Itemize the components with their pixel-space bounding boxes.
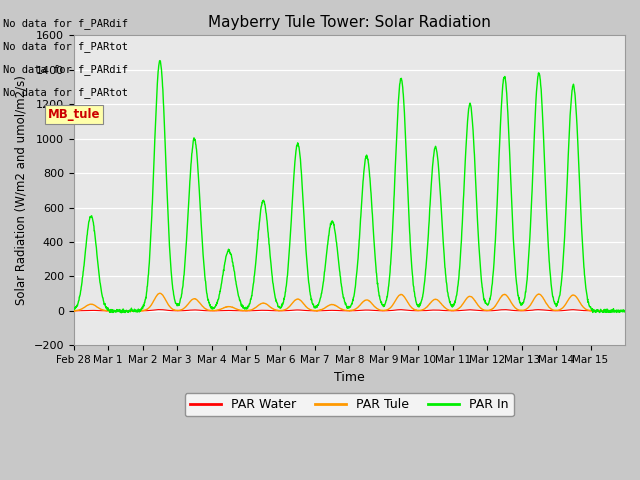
Legend: PAR Water, PAR Tule, PAR In: PAR Water, PAR Tule, PAR In: [185, 394, 514, 417]
Text: No data for f_PARdif: No data for f_PARdif: [3, 64, 128, 75]
X-axis label: Time: Time: [334, 371, 365, 384]
Text: No data for f_PARtot: No data for f_PARtot: [3, 87, 128, 98]
Text: No data for f_PARtot: No data for f_PARtot: [3, 41, 128, 52]
Text: MB_tule: MB_tule: [48, 108, 100, 120]
Title: Mayberry Tule Tower: Solar Radiation: Mayberry Tule Tower: Solar Radiation: [208, 15, 491, 30]
Text: No data for f_PARdif: No data for f_PARdif: [3, 18, 128, 29]
Y-axis label: Solar Radiation (W/m2 and umol/m2/s): Solar Radiation (W/m2 and umol/m2/s): [15, 75, 28, 305]
